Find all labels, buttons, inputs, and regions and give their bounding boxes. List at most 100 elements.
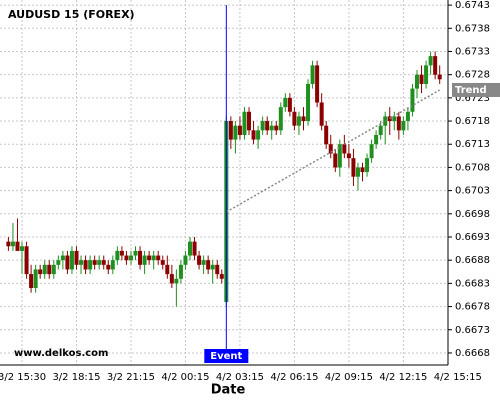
candle-body: [187, 241, 192, 256]
candle-body: [301, 116, 306, 122]
candle-body: [333, 153, 338, 168]
x-tick-label: 4/2 03:15: [216, 372, 264, 383]
candle-body: [147, 255, 152, 261]
y-tick-label: 0.6673: [455, 325, 490, 336]
candle-body: [10, 241, 15, 247]
candle-body: [292, 111, 297, 126]
y-tick-label: 0.6688: [455, 255, 490, 266]
y-tick-label: 0.6728: [455, 70, 490, 81]
candle-body: [42, 264, 47, 275]
candle-body: [47, 264, 52, 275]
event-label: Event: [210, 351, 242, 362]
candle-body: [24, 246, 29, 275]
candle-body: [396, 116, 401, 131]
y-tick-label: 0.6698: [455, 209, 490, 220]
candle-body: [115, 250, 120, 261]
watermark: www.delkos.com: [14, 348, 108, 359]
x-tick-label: 4/2 00:15: [161, 372, 209, 383]
candle-body: [260, 121, 265, 131]
candle-body: [306, 83, 311, 122]
candle-body: [383, 116, 388, 126]
candle-body: [210, 264, 215, 270]
candle-body: [228, 121, 233, 140]
y-tick-label: 0.6713: [455, 139, 490, 150]
candle-body: [156, 255, 161, 261]
candle-body: [437, 74, 442, 80]
candle-body: [69, 250, 74, 270]
y-tick-label: 0.6678: [455, 302, 490, 313]
trend-label: Trend: [455, 85, 487, 96]
candle-body: [33, 269, 38, 289]
x-tick-label: 4/2 12:15: [379, 372, 427, 383]
candle-body: [6, 241, 11, 247]
y-tick-label: 0.6708: [455, 162, 490, 173]
candle-body: [174, 278, 179, 284]
candle-body: [29, 274, 34, 289]
candle-body: [274, 125, 279, 131]
x-axis-title: Date: [211, 383, 246, 398]
candle-body: [365, 158, 370, 173]
candle-body: [324, 125, 329, 145]
candle-body: [265, 121, 270, 131]
candle-body: [183, 255, 188, 265]
candle-body: [269, 125, 274, 131]
candle-body: [233, 125, 238, 140]
candle-body: [133, 250, 138, 256]
candle-body: [74, 250, 79, 265]
candle-body: [128, 255, 133, 261]
candle-body: [319, 102, 324, 126]
candle-body: [351, 158, 356, 177]
candle-body: [178, 264, 183, 279]
grid: [0, 0, 448, 365]
event-label-box: [204, 349, 249, 363]
y-tick-label: 0.6703: [455, 186, 490, 197]
x-tick-label: 4/2 09:15: [325, 372, 373, 383]
candle-body: [410, 88, 415, 112]
candle-body: [428, 56, 433, 66]
candle-body: [197, 255, 202, 265]
candle-body: [251, 130, 256, 140]
candle-body: [242, 111, 247, 135]
y-tick-label: 0.6668: [455, 348, 490, 359]
candle-body: [278, 107, 283, 131]
candle-body: [92, 260, 97, 265]
candle-body: [206, 260, 211, 270]
y-tick-label: 0.6723: [455, 93, 490, 104]
x-tick-label: 3/2 15:30: [0, 372, 46, 383]
x-tick-label: 3/2 21:15: [107, 372, 155, 383]
candle-body: [401, 121, 406, 131]
candle-body: [374, 134, 379, 145]
chart-title: AUDUSD 15 (FOREX): [8, 8, 135, 21]
x-tick-label: 4/2 06:15: [270, 372, 318, 383]
x-tick-label: 4/2 15:15: [434, 372, 482, 383]
y-tick-label: 0.6683: [455, 278, 490, 289]
candle-body: [433, 56, 438, 75]
candle-body: [256, 130, 261, 140]
candle-body: [124, 255, 129, 261]
candle-body: [424, 65, 429, 84]
candle-body: [51, 264, 56, 275]
candle-body: [287, 97, 292, 112]
trend-label-box: [452, 82, 500, 97]
candle-body: [414, 74, 419, 89]
candle-body: [201, 260, 206, 265]
candle-body: [38, 269, 43, 275]
candle-body: [151, 255, 156, 261]
candle-body: [215, 264, 220, 275]
candle-body: [110, 260, 115, 270]
candle-body: [20, 246, 25, 251]
y-tick-label: 0.6743: [455, 0, 490, 11]
candle-body: [355, 167, 360, 177]
candle-body: [328, 144, 333, 154]
candle-body: [65, 255, 70, 270]
candle-body: [142, 255, 147, 265]
candle-body: [360, 167, 365, 173]
candle-body: [310, 65, 315, 84]
y-tick-label: 0.6718: [455, 116, 490, 127]
candle-body: [60, 255, 65, 261]
candle-body: [342, 144, 347, 154]
candle-body: [192, 241, 197, 256]
candle-body: [83, 260, 88, 270]
